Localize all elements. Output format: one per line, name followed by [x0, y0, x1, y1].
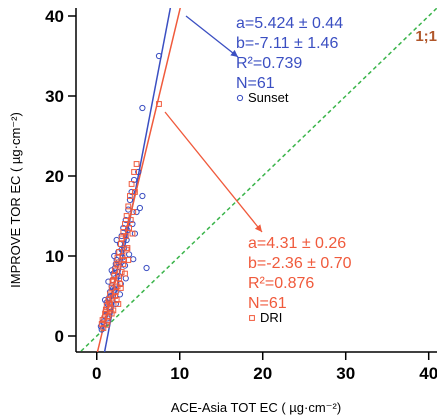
data-point-dri: [124, 245, 131, 251]
data-point-sunset: [130, 256, 137, 263]
data-point-dri: [131, 169, 137, 175]
annotation-arrow-dri: [164, 111, 263, 233]
data-point-sunset: [125, 206, 132, 213]
data-point-dri: [122, 233, 129, 239]
annotation-dri-line: N=61: [248, 295, 287, 312]
data-point-dri: [103, 321, 110, 328]
y-axis-title: IMPROVE TOR EC ( µg·cm⁻²): [8, 112, 23, 288]
plot-area: [79, 8, 437, 352]
y-tick-label: 30: [45, 87, 64, 106]
data-point-dri: [156, 101, 162, 107]
data-point-dri: [112, 293, 118, 299]
data-point-dri: [100, 325, 107, 331]
data-point-dri: [127, 193, 133, 199]
data-point-dri: [108, 310, 115, 317]
data-point-dri: [127, 217, 134, 223]
data-point-dri: [117, 241, 124, 247]
data-point-dri: [123, 246, 130, 253]
annotation-arrowhead-dri: [254, 224, 262, 232]
data-point-dri: [115, 301, 122, 307]
data-point-dri: [116, 275, 123, 282]
data-point-sunset: [135, 168, 142, 176]
data-point-sunset: [126, 251, 133, 258]
data-point-dri: [116, 249, 123, 255]
data-point-dri: [106, 299, 113, 306]
x-tick-label: 0: [92, 364, 101, 383]
y-tick-label: 0: [55, 327, 64, 346]
data-point-dri: [118, 269, 125, 275]
data-point-dri: [109, 278, 116, 285]
data-point-dri: [128, 181, 135, 187]
x-axis-title: ACE-Asia TOT EC ( µg·cm⁻²): [171, 400, 341, 415]
annotation-arrow-sunset: [185, 15, 239, 58]
x-tick-label: 30: [336, 364, 355, 383]
data-point-sunset: [111, 252, 118, 260]
data-point-sunset: [155, 52, 163, 60]
data-point-sunset: [126, 196, 134, 204]
data-point-dri: [110, 277, 117, 283]
y-tick-label: 20: [45, 167, 64, 186]
legend-label-sunset: Sunset: [248, 90, 289, 105]
data-point-dri: [122, 270, 128, 277]
data-point-dri: [99, 317, 106, 323]
data-point-sunset: [108, 267, 115, 274]
data-point-dri: [113, 261, 120, 267]
x-tick-label: 40: [419, 364, 437, 383]
data-point-dri: [122, 221, 128, 227]
data-point-dri: [121, 257, 128, 263]
data-point-sunset: [133, 208, 140, 216]
legend-label-dri: DRI: [260, 310, 282, 325]
data-point-dri: [125, 257, 132, 263]
data-point-dri: [119, 253, 126, 259]
x-tick-label: 10: [170, 364, 189, 383]
annotation-arrowhead-sunset: [230, 49, 238, 57]
data-point-sunset: [98, 326, 105, 333]
annotation-sunset-line: N=61: [236, 75, 275, 92]
data-point-dri: [125, 203, 132, 210]
data-point-sunset: [143, 264, 150, 272]
data-point-dri: [129, 230, 136, 237]
legend-marker-dri: [249, 315, 255, 321]
data-point-dri: [102, 306, 109, 313]
data-point-dri: [126, 225, 133, 231]
data-point-dri: [110, 307, 117, 314]
data-point-sunset: [122, 275, 129, 282]
data-point-sunset: [128, 188, 135, 196]
y-tick-label: 10: [45, 247, 64, 266]
y-tick-label: 40: [45, 7, 64, 26]
annotation-sunset-line: b=-7.11 ± 1.46: [236, 35, 338, 52]
one-to-one-label: 1;1: [415, 28, 437, 45]
annotation-sunset-line: a=5.424 ± 0.44: [236, 15, 343, 32]
data-point-sunset: [129, 220, 136, 228]
annotation-dri-line: R²=0.876: [248, 275, 314, 292]
data-point-sunset: [139, 104, 146, 112]
x-tick-label: 20: [253, 364, 272, 383]
data-point-dri: [113, 297, 120, 303]
data-point-dri: [112, 267, 118, 274]
data-point-dri: [133, 161, 140, 167]
data-point-sunset: [136, 204, 144, 212]
data-point-dri: [123, 213, 130, 219]
annotation-dri-line: a=4.31 ± 0.26: [248, 235, 346, 252]
legend-marker-sunset: [236, 94, 244, 102]
annotation-sunset-line: R²=0.739: [236, 55, 302, 72]
data-point-dri: [108, 285, 115, 291]
data-point-sunset: [121, 262, 129, 269]
data-point-dri: [112, 289, 119, 295]
data-point-dri: [120, 261, 127, 267]
data-point-dri: [107, 301, 113, 307]
data-point-dri: [130, 209, 137, 215]
data-point-dri: [132, 189, 138, 195]
data-point-sunset: [139, 192, 146, 200]
annotation-dri-line: b=-2.36 ± 0.70: [248, 255, 352, 272]
data-point-dri: [117, 285, 124, 291]
data-point-dri: [114, 283, 121, 290]
